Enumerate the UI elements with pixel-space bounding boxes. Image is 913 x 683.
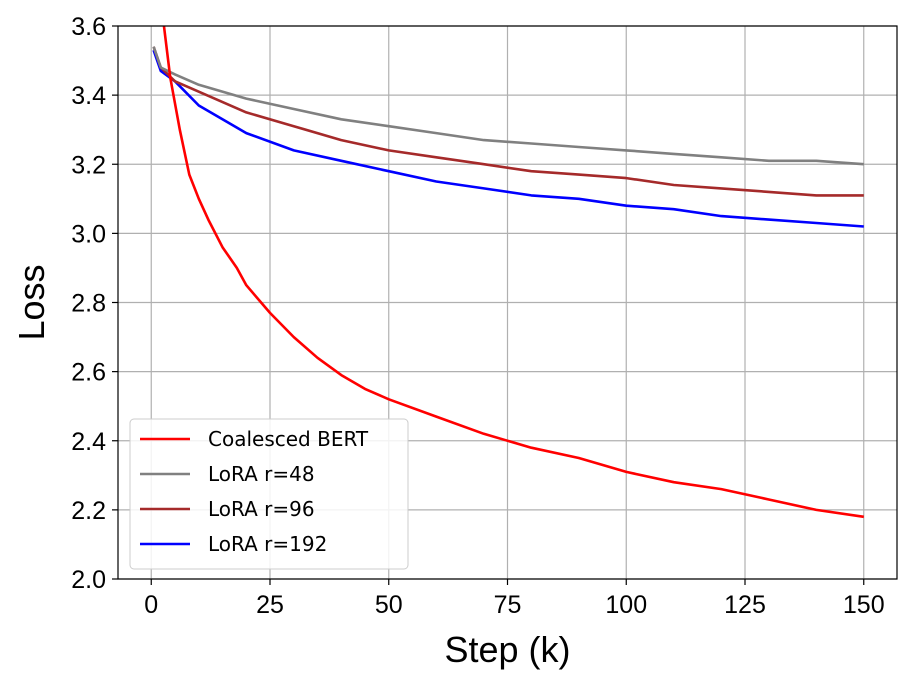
y-tick-label: 3.6	[71, 13, 106, 41]
series-line	[152, 46, 864, 166]
y-tick-label: 2.4	[71, 428, 106, 456]
series-line	[152, 46, 864, 197]
y-ticks: 2.0 2.2 2.4 2.6 2.8 3.0 3.2 3.4 3.6	[71, 13, 118, 594]
series-line	[162, 26, 864, 519]
x-tick-label: 100	[605, 591, 647, 619]
x-ticks: 0 25 50 75 100 125 150	[144, 579, 885, 619]
y-tick-label: 3.2	[71, 151, 106, 179]
x-axis-label: Step (k)	[444, 629, 570, 670]
y-tick-label: 2.2	[71, 497, 106, 525]
y-axis-label: Loss	[11, 264, 52, 340]
x-tick-label: 125	[724, 591, 766, 619]
x-tick-label: 75	[494, 591, 522, 619]
series-line	[152, 49, 864, 228]
y-tick-label: 2.8	[71, 290, 106, 318]
x-tick-label: 150	[843, 591, 885, 619]
legend-box	[129, 418, 409, 570]
y-tick-label: 3.4	[71, 82, 106, 110]
y-tick-label: 2.0	[71, 566, 106, 594]
grid-lines	[118, 25, 897, 580]
legend-label: LoRA r=48	[208, 462, 315, 486]
x-tick-label: 50	[375, 591, 403, 619]
x-tick-label: 0	[144, 591, 158, 619]
x-tick-label: 25	[256, 591, 284, 619]
legend: Coalesced BERT LoRA r=48 LoRA r=96 LoRA r=1…	[129, 418, 409, 570]
legend-label: Coalesced BERT	[208, 427, 369, 451]
legend-label: LoRA r=96	[208, 497, 315, 521]
series-layer	[152, 26, 864, 519]
y-tick-label: 2.6	[71, 359, 106, 387]
legend-label: LoRA r=192	[208, 532, 327, 556]
y-tick-label: 3.0	[71, 220, 106, 248]
